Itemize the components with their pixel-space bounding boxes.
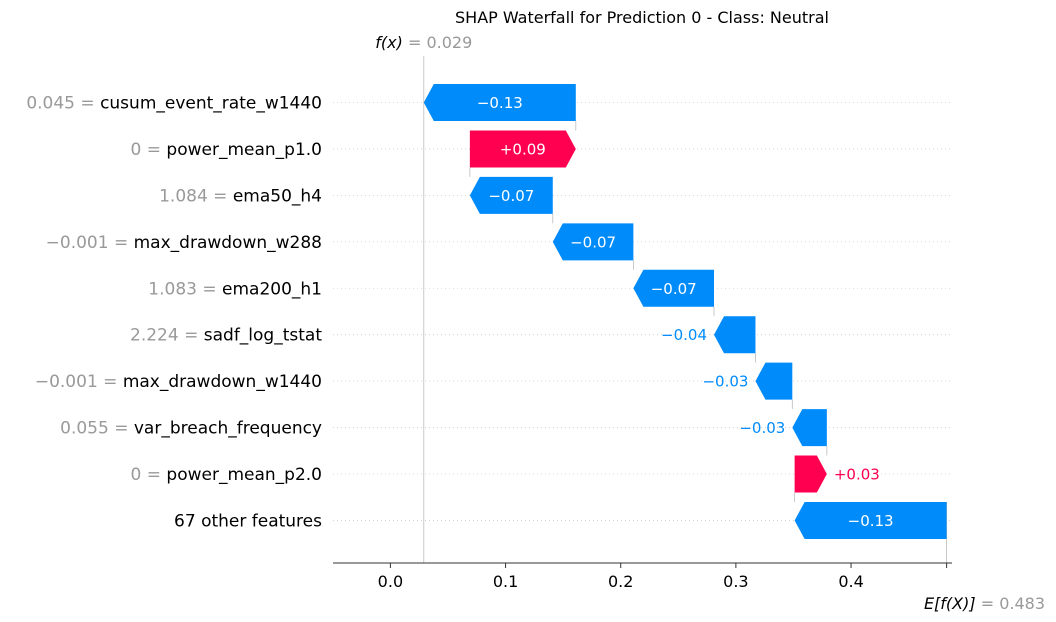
- contribution-label: −0.07: [570, 233, 616, 251]
- contribution-label: −0.13: [848, 512, 894, 530]
- feature-value: 1.083 =: [148, 279, 222, 299]
- feature-value: −0.001 =: [35, 372, 123, 392]
- feature-value: 1.084 =: [159, 186, 233, 206]
- contribution-label: −0.04: [661, 326, 707, 344]
- positive-contribution-bar: [794, 455, 827, 493]
- x-tick-label: 0.0: [378, 572, 403, 591]
- feature-value: 2.224 =: [130, 326, 204, 346]
- negative-contribution-bar: [633, 269, 714, 307]
- contribution-label: +0.09: [500, 140, 546, 158]
- negative-contribution-bar: [755, 362, 793, 400]
- feature-label: 0 = power_mean_p2.0: [131, 465, 322, 485]
- fx-label: f(x) = 0.029: [375, 33, 472, 52]
- feature-label: 1.084 = ema50_h4: [159, 186, 322, 206]
- x-tick-label: 0.4: [838, 572, 863, 591]
- feature-value: 0.045 =: [26, 94, 100, 114]
- feature-name: power_mean_p1.0: [166, 140, 322, 160]
- feature-label: 2.224 = sadf_log_tstat: [130, 326, 322, 346]
- contribution-label: −0.03: [702, 373, 748, 391]
- feature-value: 0 =: [131, 465, 167, 485]
- contribution-label: −0.13: [477, 94, 523, 112]
- negative-contribution-bar: [792, 409, 827, 447]
- feature-name: 67 other features: [174, 511, 322, 531]
- x-tick-label: 0.3: [723, 572, 748, 591]
- grid-lines: [333, 102, 952, 521]
- negative-contribution-bar: [552, 223, 634, 261]
- efx-label: E[f(X)] = 0.483: [924, 594, 1045, 613]
- feature-value: −0.001 =: [46, 233, 134, 253]
- feature-labels: 0.045 = cusum_event_rate_w1440 0 = power_…: [26, 94, 322, 532]
- feature-name: var_breach_frequency: [134, 419, 322, 439]
- feature-name: max_drawdown_w288: [134, 233, 322, 253]
- feature-label: 1.083 = ema200_h1: [148, 279, 322, 299]
- feature-label: −0.001 = max_drawdown_w1440: [35, 372, 322, 392]
- efx-annotation: E[f(X)] = 0.483: [924, 594, 1045, 613]
- x-tick-label: 0.2: [608, 572, 633, 591]
- feature-name: ema50_h4: [233, 186, 322, 206]
- feature-name: sadf_log_tstat: [204, 326, 323, 346]
- feature-name: ema200_h1: [222, 279, 322, 299]
- contribution-label: −0.07: [488, 187, 534, 205]
- feature-label: −0.001 = max_drawdown_w288: [46, 233, 322, 253]
- negative-contribution-bar: [713, 316, 756, 354]
- contribution-label: +0.03: [834, 466, 880, 484]
- feature-label: 0 = power_mean_p1.0: [131, 140, 322, 160]
- contribution-label: −0.03: [739, 419, 785, 437]
- feature-label: 67 other features: [174, 511, 322, 531]
- chart-title: SHAP Waterfall for Prediction 0 - Class:…: [455, 8, 829, 27]
- negative-contribution-bar: [794, 501, 947, 539]
- x-tick-label: 0.1: [493, 572, 518, 591]
- contribution-label: −0.07: [651, 280, 697, 298]
- feature-label: 0.055 = var_breach_frequency: [60, 419, 322, 439]
- feature-label: 0.045 = cusum_event_rate_w1440: [26, 94, 322, 114]
- feature-name: cusum_event_rate_w1440: [100, 94, 322, 114]
- feature-name: power_mean_p2.0: [166, 465, 322, 485]
- negative-contribution-bar: [469, 176, 553, 214]
- feature-name: max_drawdown_w1440: [123, 372, 322, 392]
- bars: −0.13 +0.09 −0.07 −0.07 −0.07 −0.04 −0.03 −0.03…: [423, 84, 947, 539]
- feature-value: 0 =: [131, 140, 167, 160]
- negative-contribution-bar: [423, 84, 576, 121]
- fx-annotation: f(x) = 0.029: [375, 33, 472, 52]
- x-axis: 0.0 0.1 0.2 0.3 0.4: [333, 562, 952, 591]
- positive-contribution-bar: [469, 130, 576, 168]
- feature-value: 0.055 =: [60, 419, 134, 439]
